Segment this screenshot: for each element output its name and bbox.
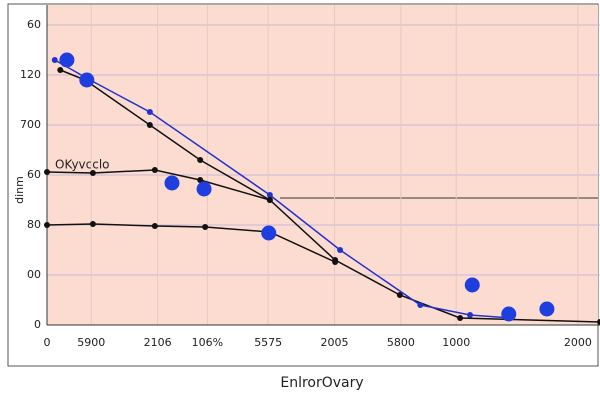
y-tick-label: 0 — [34, 318, 41, 331]
annotation: OKyvcclo — [55, 158, 110, 172]
point — [89, 170, 96, 176]
marker — [59, 52, 75, 68]
x-tick-label: 5575 — [254, 336, 282, 349]
marker — [501, 306, 517, 322]
y-axis-label: dinm — [13, 176, 26, 204]
y-tick-label: 700 — [20, 118, 41, 131]
x-tick-label: 2106 — [144, 336, 172, 349]
plot-area — [47, 5, 598, 325]
y-tick-label: 80 — [27, 218, 41, 231]
point — [151, 167, 158, 173]
series-line — [54, 59, 510, 319]
y-tick-label: 60 — [27, 168, 41, 181]
x-tick-label: 5900 — [77, 336, 105, 349]
x-tick-label: 1000 — [442, 336, 470, 349]
point — [457, 315, 464, 321]
x-tick-label: 106% — [192, 336, 223, 349]
point — [266, 197, 273, 203]
point — [146, 109, 153, 115]
point — [197, 157, 204, 163]
point — [44, 169, 50, 175]
point — [417, 302, 424, 308]
point — [197, 177, 204, 183]
point — [151, 223, 158, 229]
point — [337, 247, 344, 253]
point — [202, 224, 209, 230]
point — [396, 292, 403, 298]
point — [266, 192, 273, 198]
marker — [464, 277, 480, 293]
x-tick-label: 2005 — [321, 336, 349, 349]
x-tick-label: 2000 — [564, 336, 592, 349]
marker — [164, 175, 180, 191]
point — [597, 319, 600, 325]
point — [89, 221, 96, 227]
y-tick-label: 120 — [20, 68, 41, 81]
marker — [196, 181, 212, 197]
point — [146, 122, 153, 128]
marker — [261, 225, 277, 241]
point — [51, 57, 58, 63]
x-tick-label: 0 — [44, 336, 51, 349]
marker — [79, 72, 95, 88]
point — [44, 222, 50, 228]
point — [57, 67, 64, 73]
x-axis-label: EnlrorOvary — [280, 375, 363, 391]
y-tick-label: 60 — [27, 18, 41, 31]
x-tick-label: 5800 — [387, 336, 415, 349]
marker — [539, 301, 555, 317]
y-tick-label: 00 — [27, 268, 41, 281]
series-line — [46, 223, 336, 263]
point — [467, 312, 474, 318]
point — [332, 259, 339, 265]
